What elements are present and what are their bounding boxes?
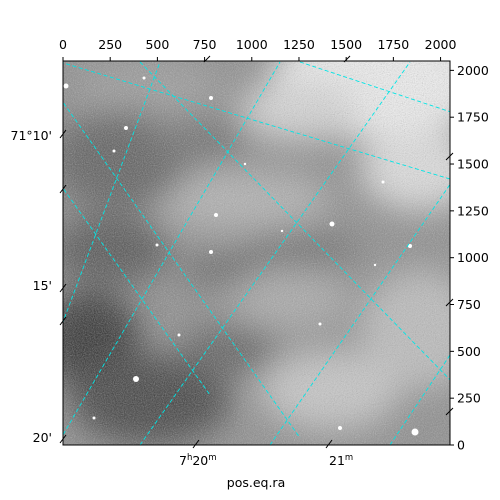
top-tick-label: 1750 [377,37,409,52]
right-tick-label: 2000 [457,63,489,78]
right-tick-label: 0 [457,438,465,453]
coordinate-grid-line [63,101,301,439]
coordinate-grid-line [63,187,211,396]
coordinate-grid-line [63,62,450,180]
right-tick-label: 1500 [457,157,489,172]
right-tick-label: 1000 [457,250,489,265]
top-tick-label: 1500 [330,37,362,52]
right-pixel-axis: 0 250 500 750 1000 1250 1500 1750 2000 [450,63,489,453]
top-tick-label: 500 [145,37,169,52]
top-pixel-axis: 0 250 500 750 1000 1250 1500 1750 2000 [59,37,457,61]
right-tick-label: 1250 [457,203,489,218]
coordinate-grid-line [139,61,411,445]
ra-tick-label-21m: 21m [329,453,353,468]
dec-tick-label-20: 20' [33,430,52,445]
ra-tick-label-20m: 7h20m [179,453,217,468]
coordinate-grid-line [63,61,161,324]
right-tick-label: 750 [457,297,481,312]
x-axis-title: pos.eq.ra [227,475,285,490]
top-tick-label: 250 [98,37,122,52]
coordinate-grid-line [139,61,450,381]
dec-tick-label-15: 15' [33,278,52,293]
top-tick-label: 750 [193,37,217,52]
coordinate-grid-line [299,61,450,113]
top-tick-label: 1000 [236,37,268,52]
sky-image [63,61,450,445]
top-tick-label: 1250 [283,37,315,52]
coordinate-grid-line [63,61,281,436]
right-tick-label: 250 [457,391,481,406]
coordinate-grid-line [269,183,450,445]
wcs-edge-ticks [59,55,454,449]
top-tick-label: 2000 [425,37,457,52]
plot-frame [62,60,451,446]
dec-tick-label-10: 71°10' [11,128,53,143]
top-tick-label: 0 [59,37,67,52]
right-tick-label: 500 [457,344,481,359]
coordinate-grid-line [389,354,450,445]
ra-axis-labels: 7h20m 21m [179,453,353,468]
dec-axis-labels: 71°10' 15' 20' [11,128,53,445]
right-tick-label: 1750 [457,110,489,125]
